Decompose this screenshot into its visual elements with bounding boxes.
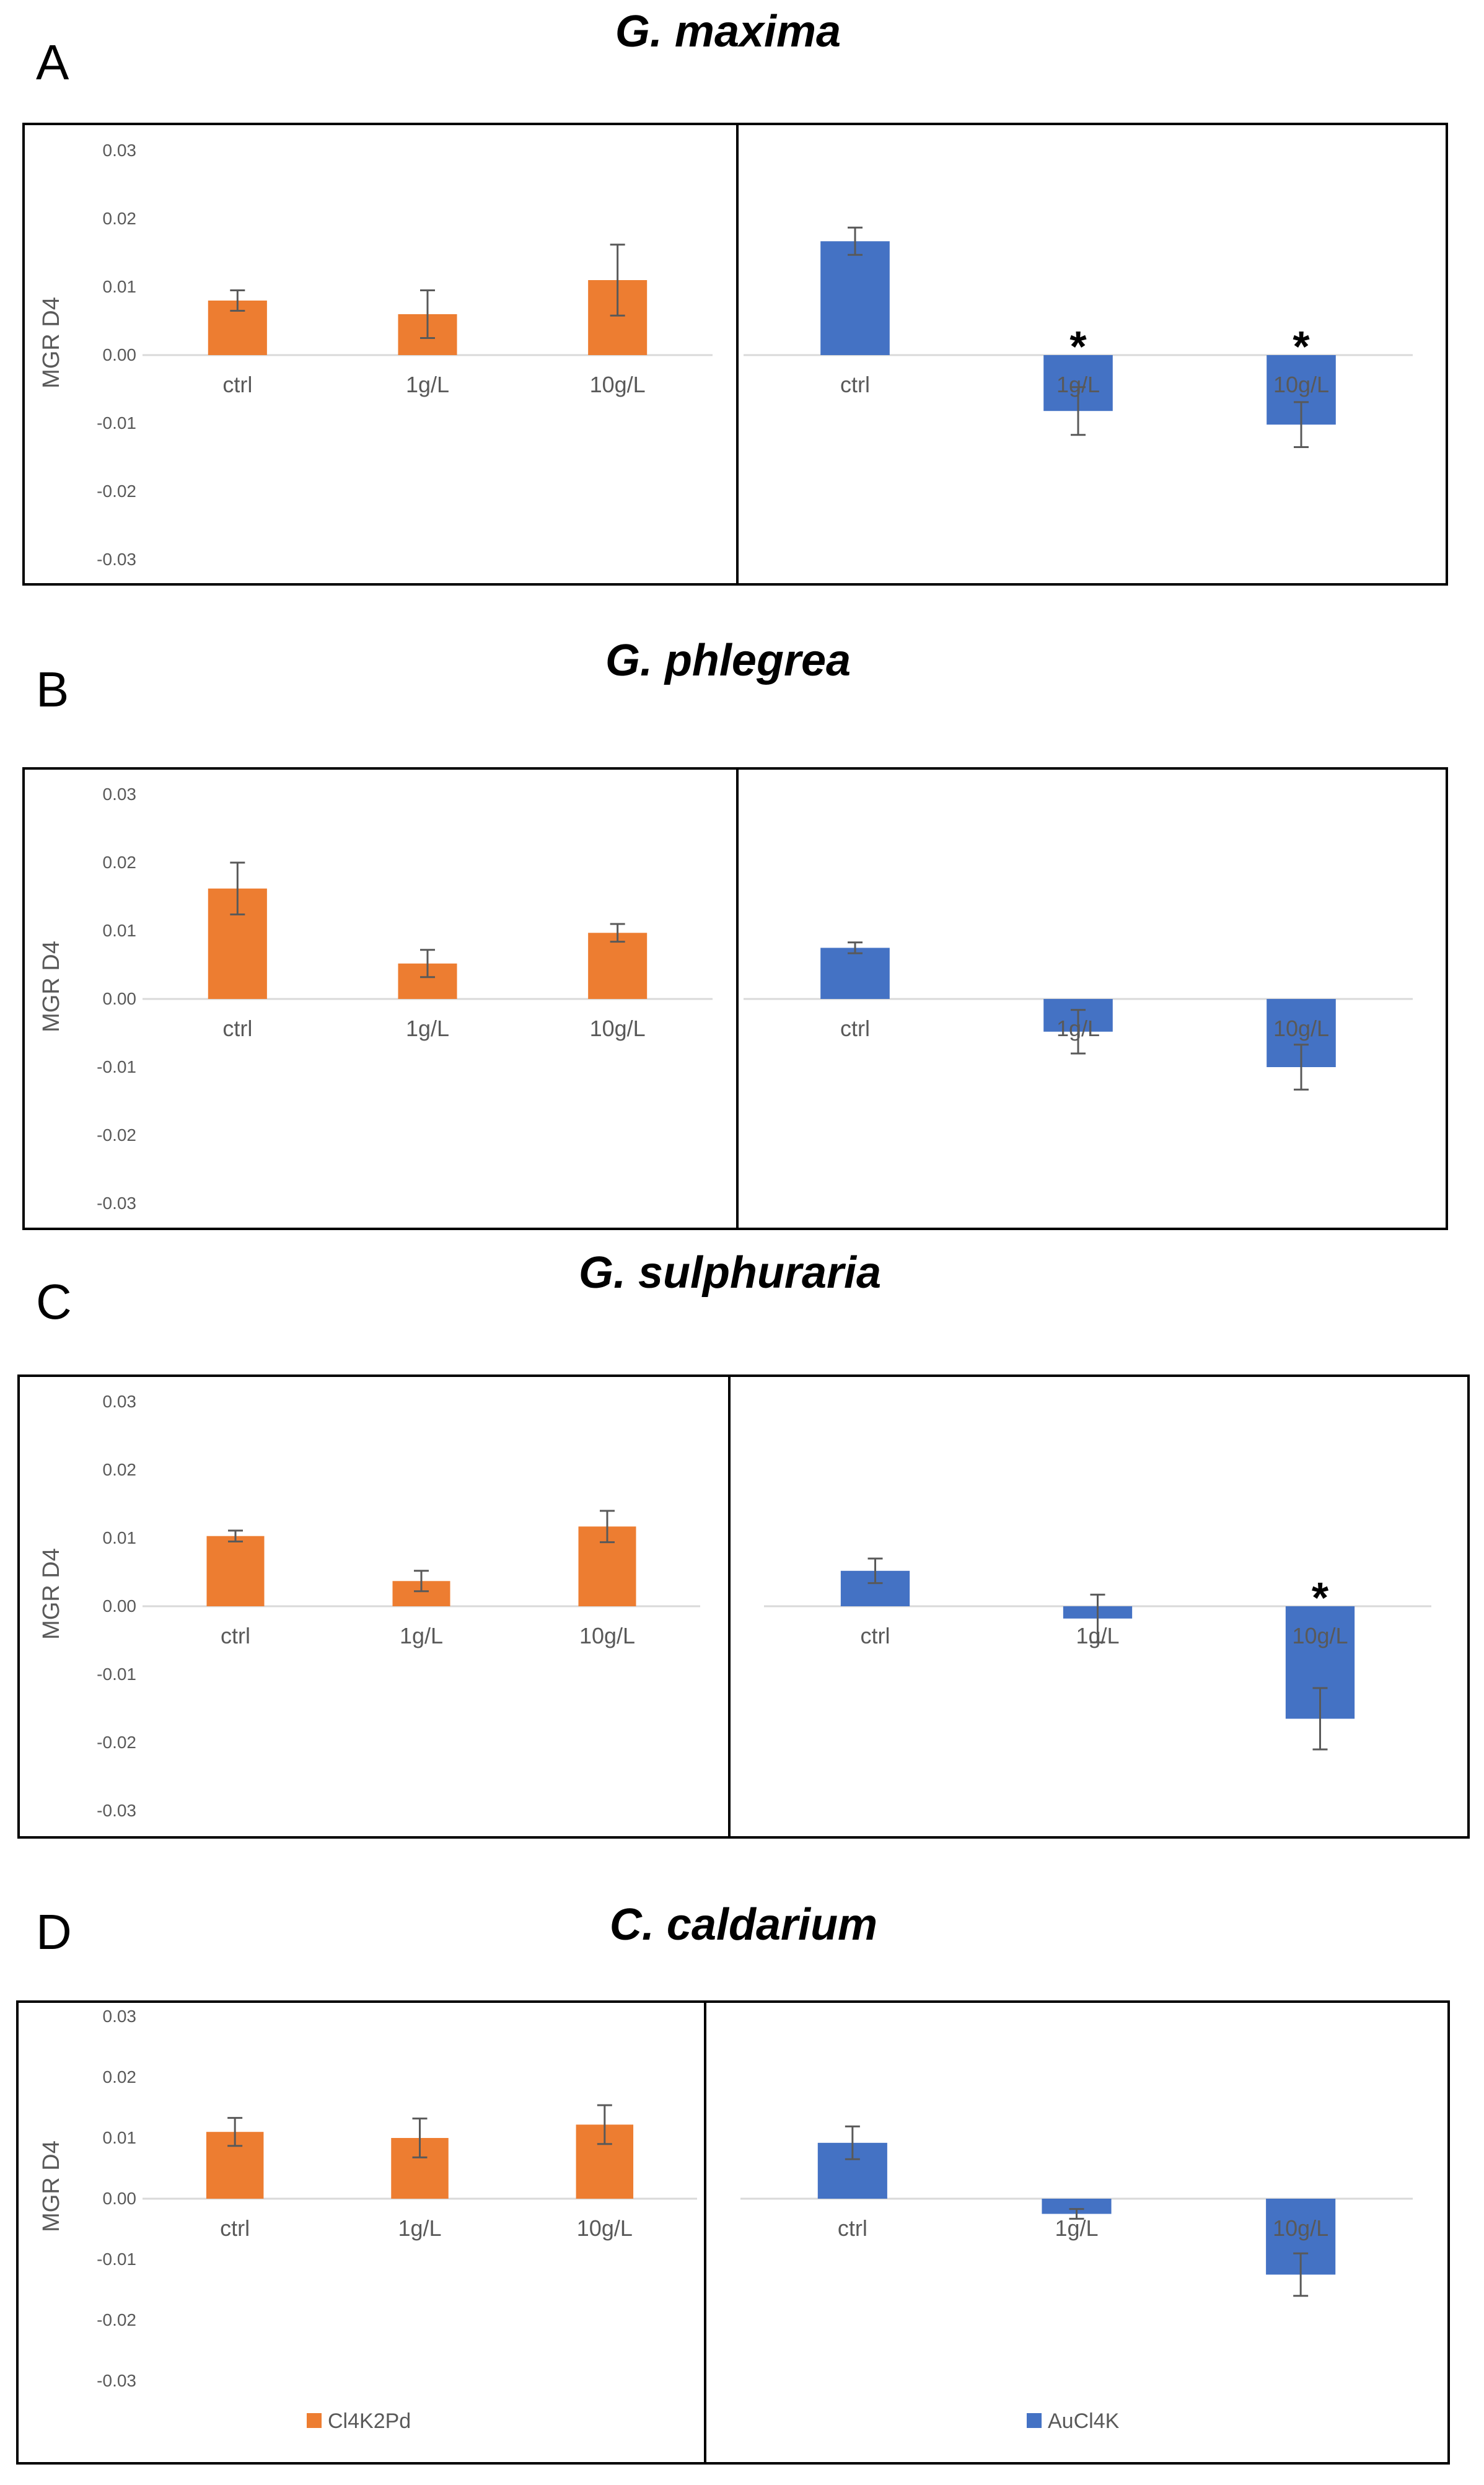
- legend-swatch: [1027, 2413, 1042, 2428]
- bar: [820, 241, 890, 355]
- panel-frame: [17, 1374, 1470, 1839]
- panel-frame: [16, 2000, 1450, 2465]
- panel-label: B: [36, 662, 69, 717]
- x-tick-label: 10g/L: [590, 1016, 646, 1041]
- y-tick-label: -0.03: [97, 1801, 136, 1820]
- series-cl4k2pd: ctrl 1g/L 10g/L: [143, 2104, 697, 2241]
- y-tick-label: -0.02: [97, 1733, 136, 1752]
- y-tick-label: 0.02: [103, 853, 137, 872]
- x-tick-label: 10g/L: [1273, 1016, 1329, 1041]
- y-tick-label: -0.03: [97, 1194, 136, 1213]
- bar: [206, 1536, 265, 1606]
- series-cl4k2pd: ctrl 1g/L 10g/L: [143, 861, 713, 1041]
- panel-frame: [22, 123, 1448, 586]
- bar: [588, 933, 648, 999]
- y-tick-label: 0.00: [103, 1596, 137, 1616]
- y-tick-label: 0.02: [103, 1460, 137, 1479]
- y-tick-label: 0.01: [103, 921, 137, 940]
- panel-label: D: [36, 1904, 72, 1959]
- x-tick-label: ctrl: [840, 372, 870, 397]
- chart-title: C. caldarium: [610, 1900, 877, 1950]
- x-tick-label: 1g/L: [400, 1623, 443, 1648]
- panel-label: C: [36, 1274, 72, 1329]
- significance-star: *: [1293, 322, 1310, 371]
- y-tick-label: 0.03: [103, 785, 137, 804]
- x-tick-label: 1g/L: [406, 372, 449, 397]
- x-tick-label: 10g/L: [1292, 1623, 1348, 1648]
- y-axis-label: MGR D4: [38, 297, 64, 389]
- x-tick-label: 1g/L: [1056, 1016, 1100, 1041]
- significance-star: *: [1069, 322, 1087, 371]
- x-tick-label: ctrl: [222, 372, 252, 397]
- panel-d: C. caldarium D 0.03 0.02 0.01 0.00 -0.01 -0.02 -…: [16, 1900, 1450, 2465]
- y-tick-label: 0.00: [103, 2189, 137, 2208]
- panel-c: G. sulphuraria C 0.03 0.02 0.01 0.00 -0.01 -0.0…: [17, 1248, 1470, 1839]
- y-tick-label: -0.01: [97, 1665, 136, 1684]
- y-axis-label: MGR D4: [38, 1548, 64, 1640]
- y-tick-label: -0.02: [97, 1125, 136, 1145]
- y-tick-label: -0.02: [97, 482, 136, 501]
- y-tick-label: 0.01: [103, 277, 137, 296]
- y-tick-label: 0.01: [103, 1528, 137, 1547]
- y-tick-label: -0.03: [97, 2371, 136, 2390]
- panel-label: A: [36, 35, 69, 90]
- panel-frame: [22, 767, 1448, 1230]
- x-tick-label: 1g/L: [406, 1016, 449, 1041]
- y-tick-label: -0.01: [97, 413, 136, 433]
- legend-label: AuCl4K: [1048, 2409, 1120, 2433]
- series-cl4k2pd: ctrl 1g/L 10g/L: [143, 244, 713, 397]
- x-tick-label: 1g/L: [1076, 1623, 1119, 1648]
- y-tick-label: 0.03: [103, 1392, 137, 1411]
- y-tick-label: 0.00: [103, 989, 137, 1008]
- y-axis-label: MGR D4: [38, 941, 64, 1032]
- panel-b: G. phlegrea B 0.03 0.02 0.01 0.00 -0.01 -0.02 -0…: [22, 636, 1448, 1230]
- significance-star: *: [1312, 1573, 1329, 1622]
- y-tick-label: 0.03: [103, 2007, 137, 2026]
- series-aucl4k: ctrl 1g/L 10g/L: [740, 2125, 1413, 2297]
- y-tick-label: 0.00: [103, 345, 137, 364]
- x-tick-label: 1g/L: [398, 2215, 441, 2241]
- bar: [820, 948, 890, 999]
- y-axis-label: MGR D4: [38, 2140, 64, 2232]
- series-cl4k2pd: ctrl 1g/L 10g/L: [143, 1510, 700, 1648]
- y-tick-label: 0.02: [103, 209, 137, 228]
- x-tick-label: ctrl: [861, 1623, 890, 1648]
- x-tick-label: 1g/L: [1055, 2215, 1098, 2241]
- x-tick-label: 10g/L: [590, 372, 646, 397]
- x-tick-label: 10g/L: [1273, 372, 1329, 397]
- y-tick-label: -0.03: [97, 550, 136, 569]
- panel-a: G. maxima A 0.03 0.02 0.01 0.00 -0.01 -0.02 -0.0…: [22, 7, 1448, 586]
- x-tick-label: ctrl: [840, 1016, 870, 1041]
- series-aucl4k: ctrl 1g/L 10g/L: [744, 941, 1413, 1091]
- y-tick-label: 0.02: [103, 2067, 137, 2087]
- series-aucl4k: ctrl 1g/L 10g/L*: [764, 1557, 1431, 1751]
- chart-title: G. maxima: [615, 7, 841, 56]
- y-tick-label: 0.03: [103, 141, 137, 160]
- chart-title: G. sulphuraria: [579, 1248, 881, 1298]
- x-tick-label: 10g/L: [1273, 2215, 1328, 2241]
- legend-swatch: [307, 2413, 322, 2428]
- x-tick-label: 10g/L: [577, 2215, 633, 2241]
- y-tick-label: 0.01: [103, 2128, 137, 2147]
- x-tick-label: ctrl: [838, 2215, 867, 2241]
- y-tick-label: -0.01: [97, 2250, 136, 2269]
- x-tick-label: ctrl: [222, 1016, 252, 1041]
- x-tick-label: 1g/L: [1056, 372, 1100, 397]
- x-tick-label: 10g/L: [579, 1623, 635, 1648]
- y-tick-label: -0.01: [97, 1057, 136, 1076]
- legend: Cl4K2Pd AuCl4K: [307, 2409, 1120, 2433]
- x-tick-label: ctrl: [220, 2215, 250, 2241]
- chart-title: G. phlegrea: [605, 636, 851, 685]
- y-tick-label: -0.02: [97, 2310, 136, 2329]
- x-tick-label: ctrl: [221, 1623, 250, 1648]
- series-aucl4k: ctrl 1g/L*10g/L*: [744, 226, 1413, 448]
- legend-label: Cl4K2Pd: [328, 2409, 411, 2433]
